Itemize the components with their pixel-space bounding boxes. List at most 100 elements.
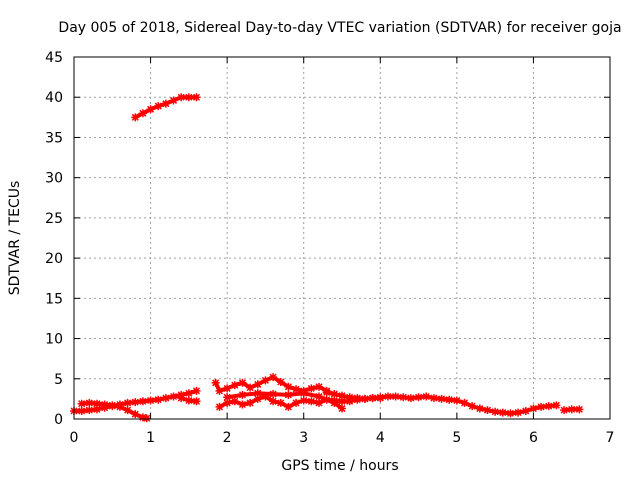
data-point xyxy=(223,398,232,407)
data-point xyxy=(437,394,446,403)
x-axis-label: GPS time / hours xyxy=(281,458,398,474)
y-tick-label: 45 xyxy=(45,50,63,66)
data-point xyxy=(338,391,346,400)
y-tick-label: 15 xyxy=(45,291,63,307)
data-point xyxy=(506,409,515,418)
series-arc-9 xyxy=(560,405,584,415)
data-point xyxy=(238,390,247,399)
data-point xyxy=(299,396,308,405)
data-point xyxy=(215,402,224,411)
data-point xyxy=(131,113,140,122)
y-tick-label: 40 xyxy=(45,90,63,106)
series-arc-6 xyxy=(215,392,561,418)
data-point xyxy=(85,398,94,407)
data-point xyxy=(77,406,86,415)
data-point xyxy=(230,397,239,406)
series-arc-5 xyxy=(211,373,331,395)
data-point xyxy=(261,392,270,401)
data-point xyxy=(284,390,293,399)
data-point xyxy=(330,398,339,407)
chart-title: Day 005 of 2018, Sidereal Day-to-day VTE… xyxy=(58,20,621,36)
x-tick-label: 3 xyxy=(299,430,308,446)
data-point xyxy=(468,402,477,411)
data-point xyxy=(246,398,255,407)
data-point xyxy=(238,400,247,409)
series-arc-4 xyxy=(177,394,201,406)
data-point xyxy=(315,398,324,407)
data-point xyxy=(567,405,576,414)
data-point xyxy=(276,398,285,407)
data-point xyxy=(161,99,170,108)
data-point xyxy=(575,405,584,414)
y-tick-label: 0 xyxy=(54,412,63,428)
data-point xyxy=(529,404,538,413)
x-tick-label: 4 xyxy=(376,430,385,446)
data-point xyxy=(276,377,285,386)
data-point xyxy=(399,393,408,402)
data-point xyxy=(123,406,132,415)
data-point xyxy=(169,392,178,401)
data-point xyxy=(284,402,293,411)
data-point xyxy=(292,385,301,394)
y-tick-label: 5 xyxy=(54,372,63,388)
data-point xyxy=(544,402,553,411)
data-point xyxy=(452,396,461,405)
data-point xyxy=(483,406,492,415)
data-point xyxy=(142,414,151,423)
data-point xyxy=(115,402,124,411)
data-point xyxy=(552,401,561,410)
data-point xyxy=(514,408,523,417)
data-point xyxy=(177,93,186,102)
data-point xyxy=(131,410,140,419)
data-point xyxy=(560,406,569,415)
x-tick-label: 5 xyxy=(452,430,461,446)
data-point xyxy=(491,407,500,416)
y-axis-label: SDTVAR / TECUs xyxy=(7,181,23,296)
data-point xyxy=(77,399,86,408)
data-point xyxy=(184,396,193,405)
data-point xyxy=(123,398,132,407)
data-point xyxy=(223,384,232,393)
data-point xyxy=(269,390,278,399)
data-point xyxy=(292,398,301,407)
data-point xyxy=(269,373,278,382)
data-point xyxy=(353,394,362,403)
data-point xyxy=(192,397,201,406)
x-tick-label: 1 xyxy=(146,430,155,446)
data-point xyxy=(460,398,469,407)
data-point xyxy=(299,389,308,398)
data-point xyxy=(223,393,232,402)
data-point xyxy=(253,394,262,403)
x-tick-label: 6 xyxy=(529,430,538,446)
series-arc-3 xyxy=(77,398,151,423)
data-point xyxy=(360,394,369,403)
data-point xyxy=(368,394,377,403)
data-point xyxy=(383,392,392,401)
data-point xyxy=(253,389,262,398)
data-point xyxy=(100,400,109,409)
data-point xyxy=(338,397,346,406)
data-point xyxy=(92,399,101,408)
data-point xyxy=(338,404,346,413)
data-point xyxy=(391,392,400,401)
y-tick-label: 10 xyxy=(45,332,63,348)
data-point xyxy=(192,386,201,395)
series-arc-8 xyxy=(322,388,385,403)
data-point xyxy=(177,394,186,403)
data-point xyxy=(138,109,147,118)
data-point xyxy=(154,395,163,404)
x-tick-label: 7 xyxy=(606,430,615,446)
data-point xyxy=(85,406,94,415)
data-point xyxy=(146,396,155,405)
data-point xyxy=(230,381,239,390)
data-point xyxy=(376,394,385,403)
x-tick-label: 0 xyxy=(70,430,79,446)
plot-frame xyxy=(73,56,611,420)
data-point xyxy=(284,382,293,391)
y-tick-label: 35 xyxy=(45,130,63,146)
data-point xyxy=(169,96,178,105)
data-point xyxy=(215,386,224,395)
data-point xyxy=(429,394,438,403)
data-point xyxy=(475,404,484,413)
